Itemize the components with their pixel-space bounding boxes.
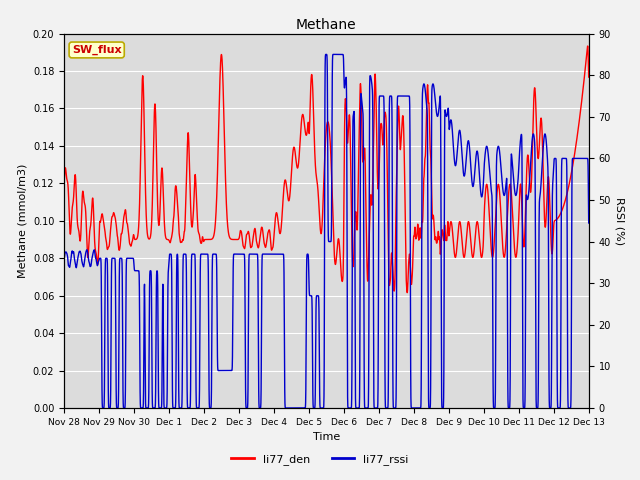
Legend: li77_den, li77_rssi: li77_den, li77_rssi xyxy=(227,450,413,469)
Title: Methane: Methane xyxy=(296,18,356,33)
Text: SW_flux: SW_flux xyxy=(72,45,122,55)
Y-axis label: RSSI (%): RSSI (%) xyxy=(615,197,625,245)
Y-axis label: Methane (mmol/m3): Methane (mmol/m3) xyxy=(17,164,28,278)
X-axis label: Time: Time xyxy=(313,432,340,442)
